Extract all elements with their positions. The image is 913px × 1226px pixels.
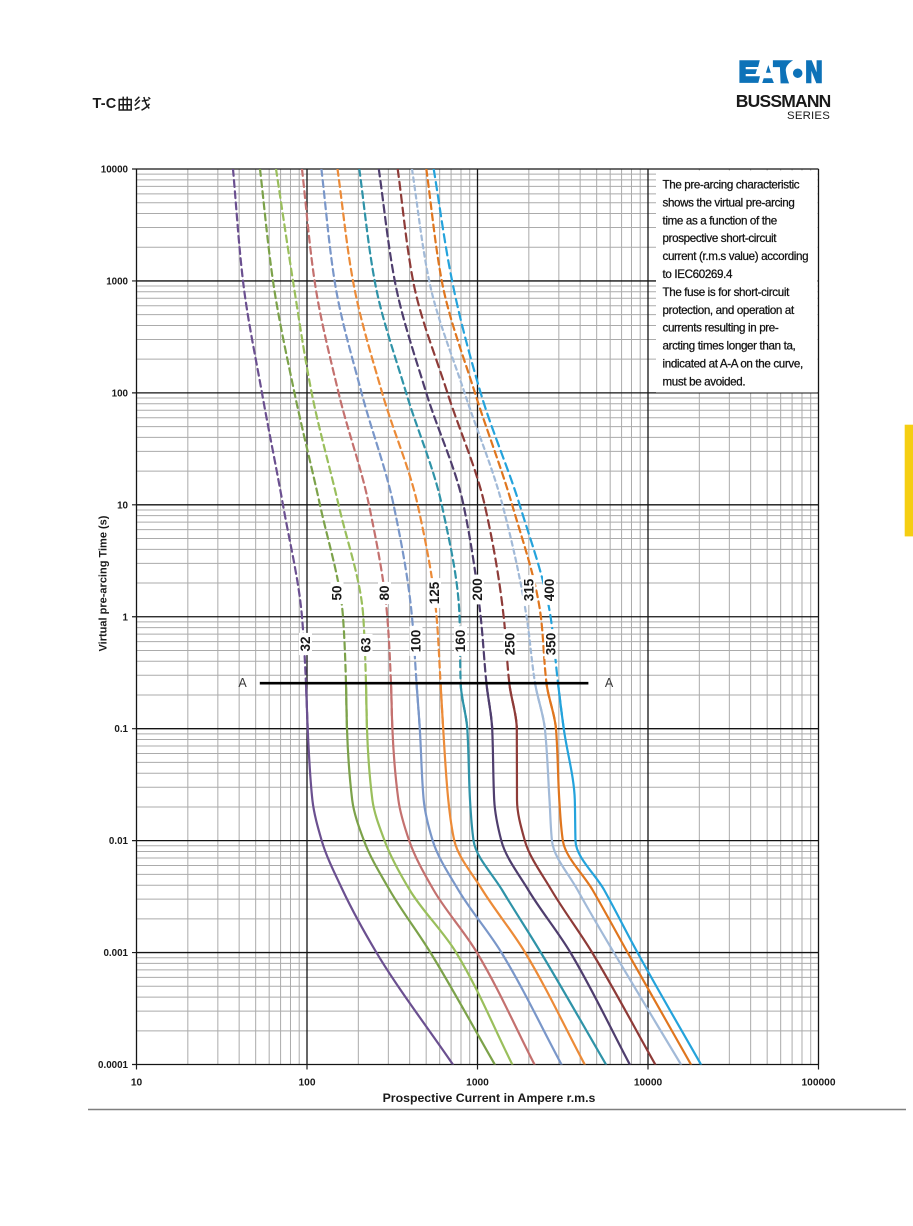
svg-text:160: 160	[453, 630, 468, 653]
svg-text:T-C: T-C	[93, 96, 117, 112]
svg-text:Prospective Current in Ampere: Prospective Current in Ampere r.m.s	[383, 1091, 596, 1105]
svg-text:0.1: 0.1	[114, 724, 128, 735]
svg-text:100000: 100000	[802, 1078, 836, 1089]
svg-text:indicated at A-A on the curve,: indicated at A-A on the curve,	[663, 358, 803, 371]
svg-text:0.001: 0.001	[103, 948, 128, 959]
svg-text:63: 63	[359, 637, 374, 653]
svg-text:32: 32	[298, 636, 313, 651]
svg-text:BUSSMANN: BUSSMANN	[736, 91, 831, 111]
svg-text:SERIES: SERIES	[787, 110, 830, 122]
svg-text:prospective short-circuit: prospective short-circuit	[663, 232, 778, 245]
svg-text:to IEC60269.4: to IEC60269.4	[663, 268, 733, 281]
svg-text:400: 400	[542, 579, 557, 602]
svg-text:The fuse is for short-circuit: The fuse is for short-circuit	[663, 286, 791, 299]
svg-text:A: A	[238, 676, 247, 690]
svg-text:currents resulting in pre-: currents resulting in pre-	[663, 322, 779, 335]
svg-text:315: 315	[522, 578, 537, 601]
svg-text:100: 100	[299, 1078, 316, 1089]
svg-text:A: A	[605, 676, 614, 690]
svg-text:1000: 1000	[106, 276, 128, 287]
svg-text:1000: 1000	[466, 1078, 489, 1089]
svg-text:10: 10	[117, 500, 128, 511]
svg-text:10: 10	[131, 1078, 143, 1089]
svg-text:350: 350	[544, 633, 559, 656]
svg-text:125: 125	[427, 581, 442, 604]
svg-text:The pre-arcing characteristic: The pre-arcing characteristic	[663, 179, 800, 192]
svg-text:0.01: 0.01	[109, 836, 129, 847]
svg-text:protection, and operation at: protection, and operation at	[663, 304, 795, 317]
svg-text:must be avoided.: must be avoided.	[663, 375, 746, 388]
svg-text:100: 100	[409, 630, 424, 653]
svg-text:80: 80	[377, 585, 392, 600]
svg-text:Virtual pre-arcing Time (s): Virtual pre-arcing Time (s)	[98, 515, 110, 651]
svg-text:arcting times longer than ta,: arcting times longer than ta,	[663, 340, 796, 353]
svg-text:shows the virtual pre-arcing: shows the virtual pre-arcing	[663, 196, 795, 209]
svg-text:current (r.m.s value) accordin: current (r.m.s value) according	[663, 250, 809, 263]
svg-text:100: 100	[112, 388, 129, 399]
svg-text:250: 250	[503, 633, 518, 656]
svg-text:10000: 10000	[634, 1078, 663, 1089]
svg-text:10000: 10000	[101, 165, 129, 176]
svg-text:50: 50	[330, 585, 345, 600]
svg-text:1: 1	[123, 612, 129, 623]
svg-text:0.0001: 0.0001	[98, 1060, 129, 1071]
svg-text:200: 200	[470, 578, 485, 601]
svg-text:time as a function of the: time as a function of the	[663, 214, 777, 227]
